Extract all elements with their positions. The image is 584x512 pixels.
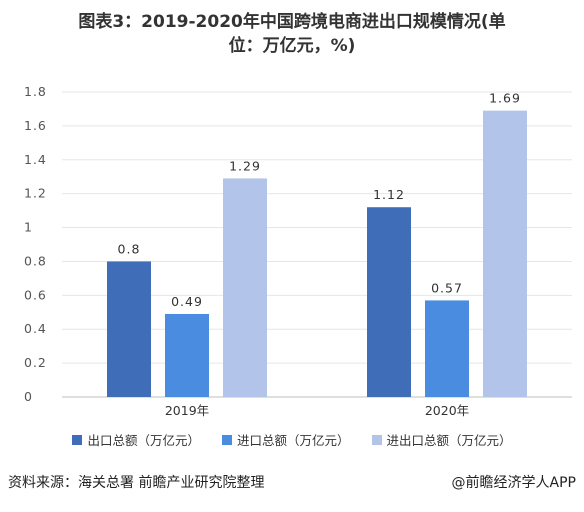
chart-title: 图表3：2019-2020年中国跨境电商进出口规模情况(单 位：万亿元，%) <box>0 10 584 58</box>
bar-chart: 0 0.2 0.4 0.6 0.8 1 1.2 1.4 1.6 1.8 0.8 0.49 1.29 201… <box>24 84 572 418</box>
x-tick-label: 2020年 <box>425 403 469 418</box>
data-label: 1.29 <box>229 158 261 173</box>
data-label: 0.8 <box>118 241 141 256</box>
y-tick-label: 0.6 <box>24 287 47 302</box>
y-tick-label: 1.6 <box>24 118 47 133</box>
y-tick-label: 0 <box>24 389 33 404</box>
y-tick-label: 0.2 <box>24 355 47 370</box>
bar <box>165 313 209 397</box>
source-note: 资料来源：海关总署 前瞻产业研究院整理 <box>8 475 265 491</box>
legend-swatch-import <box>221 434 232 445</box>
legend-label-export: 出口总额（万亿元） <box>87 433 200 448</box>
chart-title-line-2: 位：万亿元，%) <box>228 36 356 56</box>
y-tick-label: 1.4 <box>24 152 47 167</box>
y-tick-label: 1 <box>24 220 33 235</box>
legend-item-total: 进出口总额（万亿元） <box>371 430 512 449</box>
x-tick-label: 2019年 <box>165 403 209 418</box>
data-label: 0.57 <box>431 280 463 295</box>
bar <box>367 207 411 397</box>
legend-swatch-total <box>371 434 382 445</box>
legend-swatch-export <box>72 434 83 445</box>
y-tick-label: 0.8 <box>24 253 47 268</box>
legend-item-export: 出口总额（万亿元） <box>72 430 200 449</box>
y-tick-label: 1.2 <box>24 186 47 201</box>
legend-label-total: 进出口总额（万亿元） <box>386 433 512 448</box>
legend-label-import: 进口总额（万亿元） <box>236 433 350 448</box>
bar <box>223 178 267 397</box>
bar <box>107 261 151 397</box>
data-label: 1.12 <box>373 187 405 202</box>
chart-legend: 出口总额（万亿元） 进口总额（万亿元） 进出口总额（万亿元） <box>0 430 584 449</box>
y-tick-label: 1.8 <box>24 84 47 99</box>
data-label: 0.49 <box>171 294 203 309</box>
legend-item-import: 进口总额（万亿元） <box>221 430 350 449</box>
chart-title-line-1: 图表3：2019-2020年中国跨境电商进出口规模情况(单 <box>78 12 506 32</box>
credit-note: @前瞻经济学人APP <box>451 475 576 491</box>
data-label: 1.69 <box>489 91 521 106</box>
y-tick-label: 0.4 <box>24 321 47 336</box>
bar <box>483 110 527 397</box>
bar <box>425 300 469 397</box>
